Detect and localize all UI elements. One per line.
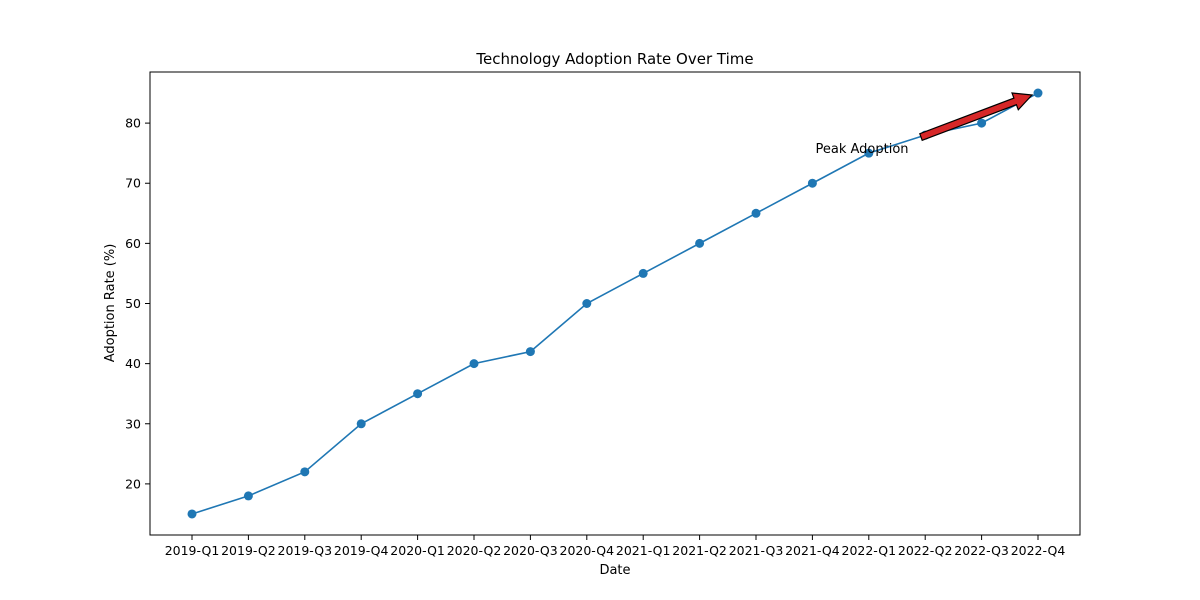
x-tick-label: 2021-Q3 (729, 543, 784, 558)
x-tick-label: 2019-Q3 (278, 543, 333, 558)
x-tick-label: 2020-Q4 (560, 543, 615, 558)
x-tick-label: 2021-Q4 (785, 543, 840, 558)
y-axis-title: Adoption Rate (%) (103, 244, 118, 363)
y-tick-label: 40 (125, 356, 141, 371)
x-tick-label: 2020-Q3 (503, 543, 558, 558)
x-tick-label: 2021-Q2 (672, 543, 727, 558)
series-layer (187, 88, 1043, 519)
y-tick-label: 60 (125, 236, 141, 251)
x-tick-label: 2022-Q3 (954, 543, 1009, 558)
data-point (469, 359, 479, 369)
annotation-label: Peak Adoption (815, 142, 908, 157)
annotation-arrow (919, 92, 1034, 142)
data-point (977, 118, 987, 128)
y-tick-label: 80 (125, 116, 141, 131)
x-tick-label: 2022-Q1 (842, 543, 897, 558)
x-tick-label: 2019-Q1 (165, 543, 220, 558)
x-tick-label: 2020-Q1 (390, 543, 445, 558)
y-tick-label: 50 (125, 296, 141, 311)
x-tick-label: 2021-Q1 (616, 543, 671, 558)
data-point (582, 299, 592, 308)
chart-title: Technology Adoption Rate Over Time (475, 50, 753, 68)
x-tick-label: 2020-Q2 (447, 543, 502, 558)
data-point (695, 238, 705, 248)
x-tick-label: 2022-Q4 (1011, 543, 1066, 558)
data-point (413, 389, 423, 399)
data-point (751, 208, 761, 218)
data-point (807, 178, 817, 188)
annotation-layer: Peak Adoption (815, 92, 1034, 157)
x-axis: 2019-Q1 2019-Q2 2019-Q3 2019-Q4 2020-Q1 2020-… (165, 535, 1066, 558)
data-point (300, 467, 310, 477)
data-point (525, 347, 535, 357)
data-point (638, 268, 648, 278)
data-point (243, 491, 253, 501)
y-tick-label: 20 (125, 476, 141, 491)
data-point (356, 419, 366, 429)
data-point (864, 148, 874, 158)
x-tick-label: 2022-Q2 (898, 543, 953, 558)
y-tick-label: 30 (125, 416, 141, 431)
x-tick-label: 2019-Q2 (221, 543, 276, 558)
series-line (191, 92, 1039, 515)
data-point (187, 509, 197, 519)
x-axis-title: Date (599, 563, 630, 578)
data-point (1033, 88, 1043, 98)
y-tick-label: 70 (125, 176, 141, 191)
y-axis: 20 30 40 50 60 70 80 (125, 116, 150, 491)
x-tick-label: 2019-Q4 (334, 543, 389, 558)
